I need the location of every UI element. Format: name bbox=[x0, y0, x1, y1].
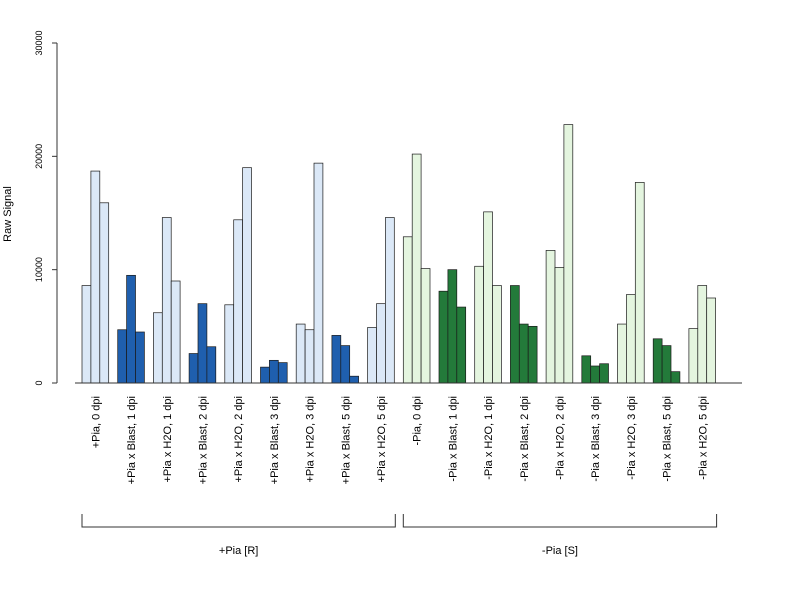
bar bbox=[224, 304, 235, 384]
group-label: +Pia [R] bbox=[219, 545, 258, 557]
x-tick-label: +Pia x H2O, 1 dpi bbox=[162, 396, 174, 483]
group-brackets: +Pia [R] -Pia [S] bbox=[81, 514, 718, 557]
x-tick-label: -Pia, 0 dpi bbox=[412, 396, 424, 446]
bar bbox=[161, 217, 172, 384]
bar bbox=[617, 323, 627, 384]
bars bbox=[81, 124, 716, 384]
bar bbox=[340, 345, 351, 384]
x-tick-label: -Pia x Blast, 3 dpi bbox=[590, 396, 602, 482]
bar bbox=[545, 250, 556, 384]
y-axis: 0 10000 20000 30000 bbox=[34, 30, 58, 386]
bar bbox=[697, 285, 708, 384]
bar bbox=[331, 335, 342, 384]
bar bbox=[376, 303, 386, 384]
bar bbox=[590, 365, 600, 384]
x-tick-label: +Pia x Blast, 5 dpi bbox=[340, 396, 352, 484]
bar bbox=[554, 267, 565, 384]
x-tick-label: -Pia x H2O, 1 dpi bbox=[483, 396, 495, 480]
bar bbox=[81, 285, 92, 384]
bar bbox=[652, 338, 663, 384]
bar bbox=[510, 285, 520, 384]
bar bbox=[599, 363, 609, 384]
group-bracket bbox=[81, 514, 396, 528]
x-tick-label: +Pia x H2O, 3 dpi bbox=[305, 396, 317, 483]
bar bbox=[117, 329, 127, 384]
bar bbox=[420, 268, 431, 384]
x-tick-label: +Pia x H2O, 2 dpi bbox=[233, 396, 245, 483]
x-tick-label: +Pia x Blast, 1 dpi bbox=[126, 396, 138, 484]
bar bbox=[126, 274, 136, 384]
bar bbox=[170, 280, 181, 384]
bar bbox=[385, 217, 395, 384]
bar bbox=[269, 359, 279, 384]
x-tick-label: +Pia x Blast, 3 dpi bbox=[269, 396, 281, 484]
bar bbox=[688, 328, 699, 384]
bar bbox=[260, 366, 270, 384]
bar bbox=[670, 371, 681, 384]
bar bbox=[206, 346, 217, 384]
bar bbox=[447, 269, 458, 384]
x-tick-label: -Pia x Blast, 2 dpi bbox=[519, 396, 531, 482]
bar bbox=[367, 327, 377, 384]
bar bbox=[438, 290, 449, 384]
bar bbox=[411, 153, 422, 384]
bar bbox=[483, 211, 493, 384]
x-tick-label: -Pia x Blast, 5 dpi bbox=[662, 396, 674, 482]
bar bbox=[661, 345, 672, 384]
bar bbox=[90, 170, 101, 384]
group-label: -Pia [S] bbox=[542, 545, 578, 557]
bar bbox=[295, 323, 306, 384]
bar bbox=[188, 353, 199, 384]
y-tick-label: 10000 bbox=[34, 257, 44, 282]
bar bbox=[197, 303, 208, 384]
bar bbox=[135, 331, 145, 384]
bar bbox=[233, 219, 243, 384]
bar bbox=[706, 297, 716, 384]
group-bracket bbox=[402, 514, 718, 528]
x-tick-label: +Pia x H2O, 5 dpi bbox=[376, 396, 388, 483]
bar bbox=[527, 325, 538, 384]
x-tick-label: +Pia, 0 dpi bbox=[90, 396, 102, 448]
bar bbox=[456, 306, 467, 384]
bar bbox=[402, 236, 413, 384]
bar bbox=[492, 285, 502, 384]
x-tick-label: -Pia x H2O, 2 dpi bbox=[554, 396, 566, 480]
bar bbox=[626, 294, 636, 384]
bar bbox=[634, 182, 645, 384]
y-tick-label: 30000 bbox=[34, 30, 44, 55]
bar bbox=[304, 329, 315, 384]
bar bbox=[349, 375, 359, 384]
bar bbox=[518, 323, 529, 384]
x-tick-label: -Pia x H2O, 3 dpi bbox=[626, 396, 638, 480]
bar bbox=[242, 167, 252, 384]
bar bbox=[563, 124, 574, 384]
x-tick-label: -Pia x Blast, 1 dpi bbox=[447, 396, 459, 482]
x-tick-labels: +Pia, 0 dpi +Pia x Blast, 1 dpi +Pia x H2O… bbox=[90, 396, 709, 484]
bar bbox=[153, 312, 163, 384]
bar bbox=[99, 202, 110, 384]
x-tick-label: -Pia x H2O, 5 dpi bbox=[697, 396, 709, 480]
y-tick-label: 0 bbox=[34, 380, 44, 385]
bar bbox=[474, 265, 484, 384]
y-tick-label: 20000 bbox=[34, 144, 44, 169]
bar bbox=[313, 162, 324, 384]
bar bbox=[581, 355, 592, 384]
x-tick-label: +Pia x Blast, 2 dpi bbox=[197, 396, 209, 484]
bar bbox=[277, 362, 288, 384]
y-axis-label: Raw Signal bbox=[2, 186, 14, 242]
